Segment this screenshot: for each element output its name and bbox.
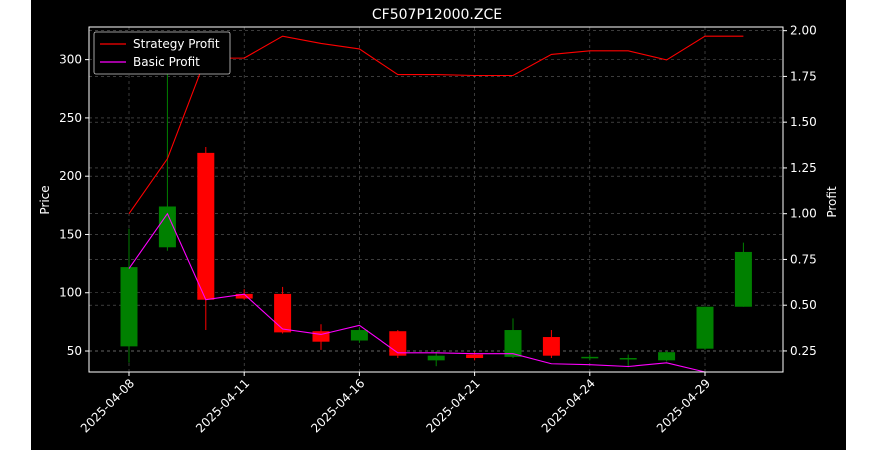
- candle-body: [619, 358, 637, 360]
- profit-tick-label: 2.00: [790, 24, 817, 38]
- chart-figure: CF507P12000.ZCE 50 100 150 200 250 300 0.25 0.…: [31, 0, 846, 450]
- y-axis-label: Price: [38, 185, 52, 214]
- candle-body: [734, 251, 752, 307]
- date-tick-label: 2025-04-16: [308, 376, 367, 435]
- price-tick-label: 300: [59, 53, 82, 67]
- candle-body: [427, 355, 445, 361]
- candles: [120, 59, 752, 368]
- candle-body: [197, 152, 215, 300]
- date-tick-label: 2025-04-08: [78, 376, 137, 435]
- date-tick-label: 2025-04-24: [539, 376, 598, 435]
- price-tick-label: 250: [59, 111, 82, 125]
- strategy-profit-line: [128, 35, 744, 214]
- price-tick-label: 150: [59, 227, 82, 241]
- price-tick-label: 100: [59, 286, 82, 300]
- profit-tick-label: 0.75: [790, 252, 817, 266]
- date-tick-label: 2025-04-29: [654, 376, 713, 435]
- date-tick-label: 2025-04-11: [193, 376, 252, 435]
- y2-axis-label: Profit: [825, 186, 839, 218]
- candle-body: [466, 354, 484, 359]
- date-tick-label: 2025-04-21: [424, 376, 483, 435]
- profit-tick-label: 0.50: [790, 298, 817, 312]
- candle-body: [542, 337, 560, 356]
- legend-label-basic-profit: Basic Profit: [133, 55, 200, 69]
- grid-lines: [89, 27, 783, 372]
- candle-body: [274, 293, 292, 333]
- price-tick-label: 200: [59, 169, 82, 183]
- profit-axis: 0.25 0.50 0.75 1.00 1.25 1.50 1.75 2.00: [783, 24, 817, 358]
- legend-box: [93, 31, 231, 75]
- candle-body: [350, 330, 368, 341]
- candle-body: [235, 293, 253, 299]
- candle-body: [389, 331, 407, 356]
- basic-profit-line: [128, 212, 744, 373]
- price-axis: 50 100 150 200 250 300: [59, 53, 89, 358]
- plot-frame: [88, 26, 784, 373]
- date-axis: 2025-04-08 2025-04-11 2025-04-16 2025-04-21…: [78, 372, 713, 435]
- profit-tick-label: 0.25: [790, 344, 817, 358]
- candle-body: [312, 331, 330, 342]
- profit-lines: [128, 35, 744, 373]
- profit-tick-label: 1.50: [790, 115, 817, 129]
- legend: Strategy Profit Basic Profit: [93, 31, 231, 75]
- candle-body: [504, 330, 522, 357]
- profit-tick-label: 1.00: [790, 207, 817, 221]
- legend-label-strategy-profit: Strategy Profit: [133, 37, 220, 51]
- candle-body: [696, 306, 714, 349]
- chart-title: CF507P12000.ZCE: [372, 7, 502, 23]
- candle-body: [581, 356, 599, 359]
- candle-body: [658, 352, 676, 361]
- price-tick-label: 50: [67, 344, 82, 358]
- candle-body: [158, 206, 176, 248]
- profit-tick-label: 1.25: [790, 161, 817, 175]
- profit-tick-label: 1.75: [790, 69, 817, 83]
- candle-body: [120, 267, 138, 347]
